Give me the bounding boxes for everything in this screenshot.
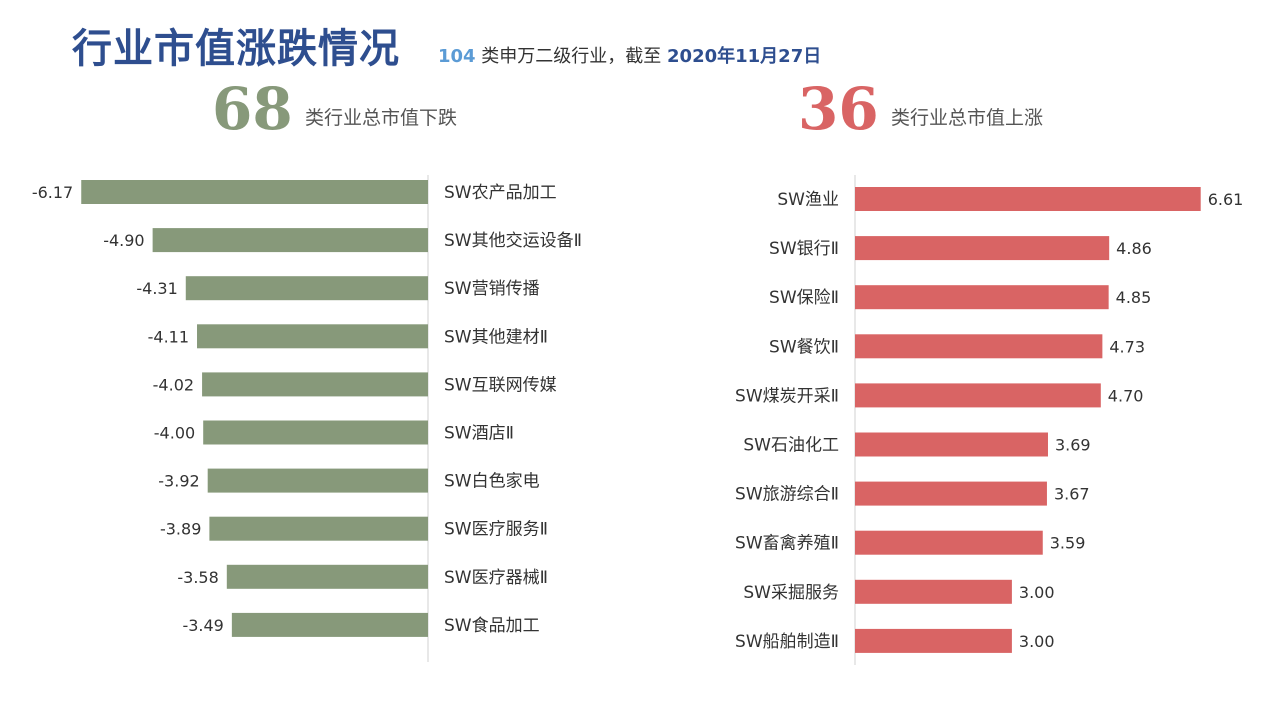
decline-value-label: -6.17 <box>32 183 73 202</box>
down-label: 类行业总市值下跌 <box>305 107 458 129</box>
rise-value-label: 3.00 <box>1019 583 1055 602</box>
decline-value-label: -3.89 <box>160 520 201 539</box>
decline-bar-chart: -6.17 SW农产品加工 -4.90 SW其他交运设备Ⅱ -4.31 SW营销传播 -4.… <box>32 175 582 662</box>
decline-value-label: -4.31 <box>136 279 177 298</box>
rise-bar <box>855 628 1012 653</box>
rise-category-label: SW保险Ⅱ <box>769 288 839 308</box>
rise-bar <box>855 530 1043 555</box>
decline-value-label: -4.02 <box>153 375 194 394</box>
decline-bar <box>185 276 428 301</box>
page-subtitle: 104 类申万二级行业，截至 2020年11月27日 <box>438 42 821 68</box>
rise-value-label: 6.61 <box>1208 190 1244 209</box>
rise-value-label: 4.85 <box>1116 288 1152 307</box>
rise-value-label: 3.67 <box>1054 485 1090 504</box>
decline-bar <box>197 324 428 349</box>
up-count: 36 <box>798 75 879 143</box>
decline-value-label: -3.58 <box>177 568 218 587</box>
page-title: 行业市值涨跌情况 <box>72 26 400 72</box>
decline-category-label: SW酒店Ⅱ <box>444 424 514 444</box>
rise-value-label: 4.70 <box>1108 386 1144 405</box>
rise-bar <box>855 187 1201 211</box>
rise-value-label: 4.73 <box>1109 337 1145 356</box>
decline-bar <box>209 516 428 541</box>
rise-category-label: SW煤炭开采Ⅱ <box>735 386 839 406</box>
decline-bar <box>203 420 428 445</box>
rise-value-label: 3.00 <box>1019 632 1055 651</box>
subtitle-text: 类申万二级行业，截至 <box>475 46 668 67</box>
rise-bar <box>855 383 1101 408</box>
industry-count: 104 <box>438 46 476 67</box>
down-count: 68 <box>212 75 293 143</box>
decline-category-label: SW营销传播 <box>444 279 540 299</box>
rise-value-label: 4.86 <box>1116 239 1152 258</box>
rise-category-label: SW采掘服务 <box>743 583 839 603</box>
rise-value-label: 3.69 <box>1055 436 1091 455</box>
decline-bar <box>231 612 428 637</box>
as-of-date: 2020年11月27日 <box>667 46 822 67</box>
rise-bar <box>855 285 1109 310</box>
up-label: 类行业总市值上涨 <box>891 107 1044 129</box>
decline-category-label: SW医疗器械Ⅱ <box>444 568 548 588</box>
decline-bar <box>226 564 428 589</box>
rise-bar <box>855 432 1048 457</box>
rise-category-label: SW船舶制造Ⅱ <box>735 632 839 652</box>
rise-category-label: SW餐饮Ⅱ <box>769 337 839 357</box>
decline-category-label: SW食品加工 <box>444 616 540 636</box>
rise-bar-chart: 6.61 SW渔业 4.86 SW银行Ⅱ 4.85 SW保险Ⅱ 4.73 SW餐饮Ⅱ 4.70 S… <box>735 175 1244 665</box>
rise-value-label: 3.59 <box>1050 534 1086 553</box>
decline-category-label: SW其他交运设备Ⅱ <box>444 231 582 251</box>
decline-category-label: SW白色家电 <box>444 472 540 492</box>
rise-category-label: SW旅游综合Ⅱ <box>735 485 839 505</box>
rise-category-label: SW石油化工 <box>743 436 839 456</box>
rise-bar <box>855 334 1103 359</box>
decline-category-label: SW农产品加工 <box>444 183 557 203</box>
rise-bar <box>855 579 1012 604</box>
decline-value-label: -4.90 <box>103 231 144 250</box>
rise-bar <box>855 236 1110 261</box>
rise-category-label: SW渔业 <box>777 190 839 210</box>
rise-bar <box>855 481 1047 506</box>
decline-bar <box>202 372 428 397</box>
decline-category-label: SW其他建材Ⅱ <box>444 327 548 347</box>
rise-category-label: SW畜禽养殖Ⅱ <box>735 534 839 554</box>
decline-bar <box>81 180 428 204</box>
decline-value-label: -4.11 <box>148 327 189 346</box>
decline-bar <box>152 228 428 253</box>
decline-value-label: -4.00 <box>154 424 195 443</box>
rise-category-label: SW银行Ⅱ <box>769 239 839 259</box>
decline-bar <box>207 468 428 493</box>
decline-value-label: -3.92 <box>158 472 199 491</box>
decline-value-label: -3.49 <box>182 616 223 635</box>
decline-category-label: SW互联网传媒 <box>444 375 557 395</box>
decline-category-label: SW医疗服务Ⅱ <box>444 520 548 540</box>
